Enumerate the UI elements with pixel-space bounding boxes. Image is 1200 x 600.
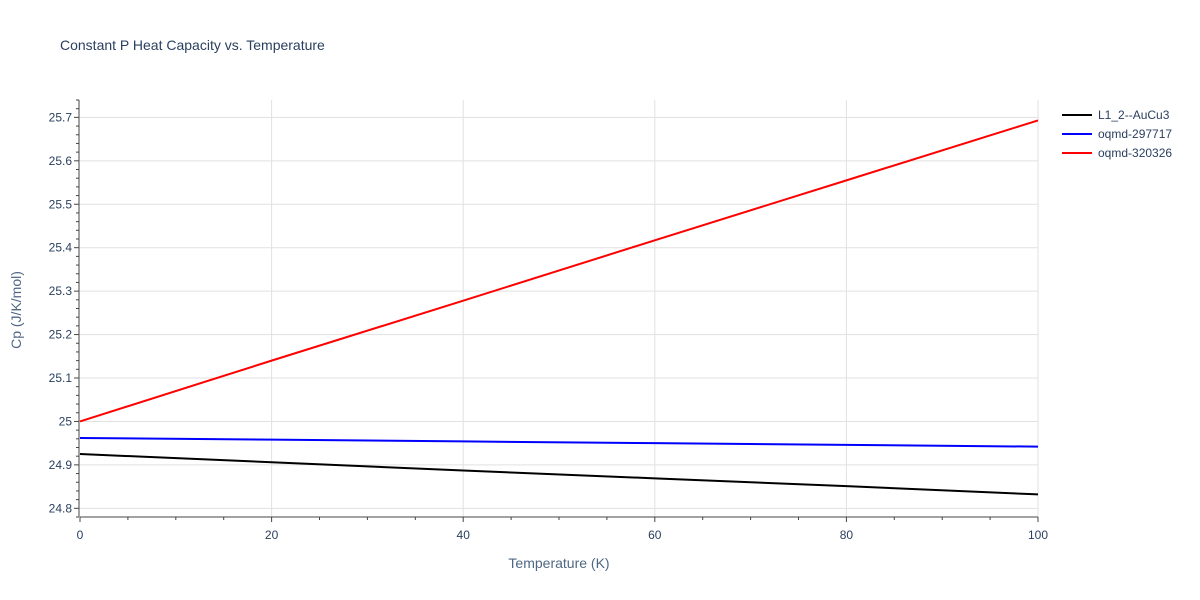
grid [80, 100, 1039, 517]
legend-item[interactable]: oqmd-297717 [1062, 127, 1172, 141]
x-tick-label: 100 [1028, 528, 1048, 542]
y-tick-label: 24.8 [49, 501, 73, 515]
legend-item[interactable]: L1_2--AuCu3 [1062, 108, 1170, 122]
y-tick-label: 25.7 [49, 110, 73, 124]
y-tick-label: 24.9 [49, 458, 73, 472]
y-tick-label: 25.2 [49, 328, 73, 342]
legend[interactable]: L1_2--AuCu3 oqmd-297717 oqmd-320326 [1062, 108, 1172, 160]
y-tick-label: 25.6 [49, 154, 73, 168]
axes [74, 99, 1039, 522]
legend-label: L1_2--AuCu3 [1098, 108, 1170, 122]
x-axis-label: Temperature (K) [508, 555, 609, 571]
y-tick-label: 25.1 [49, 371, 73, 385]
x-tick-label: 60 [648, 528, 662, 542]
x-tick-label: 80 [840, 528, 854, 542]
series-line-L1_2--AuCu3 [79, 453, 1039, 496]
legend-item[interactable]: oqmd-320326 [1062, 146, 1172, 160]
series-line-oqmd-320326 [79, 119, 1039, 423]
tick-labels: 0 20 40 60 80 100 24.8 24.9 25 25.1 25.2 25.3 25.4 25… [49, 110, 1049, 542]
y-axis-label: Cp (J/K/mol) [8, 271, 24, 349]
y-tick-label: 25.5 [49, 197, 73, 211]
y-tick-label: 25 [59, 414, 73, 428]
chart-title: Constant P Heat Capacity vs. Temperature [60, 37, 325, 53]
x-tick-label: 20 [265, 528, 279, 542]
y-tick-label: 25.3 [49, 284, 73, 298]
y-tick-label: 25.4 [49, 241, 73, 255]
x-tick-label: 0 [77, 528, 84, 542]
x-tick-label: 40 [457, 528, 471, 542]
series-line-oqmd-297717 [79, 436, 1039, 448]
legend-label: oqmd-297717 [1098, 127, 1172, 141]
legend-label: oqmd-320326 [1098, 146, 1172, 160]
series-group [79, 119, 1039, 496]
